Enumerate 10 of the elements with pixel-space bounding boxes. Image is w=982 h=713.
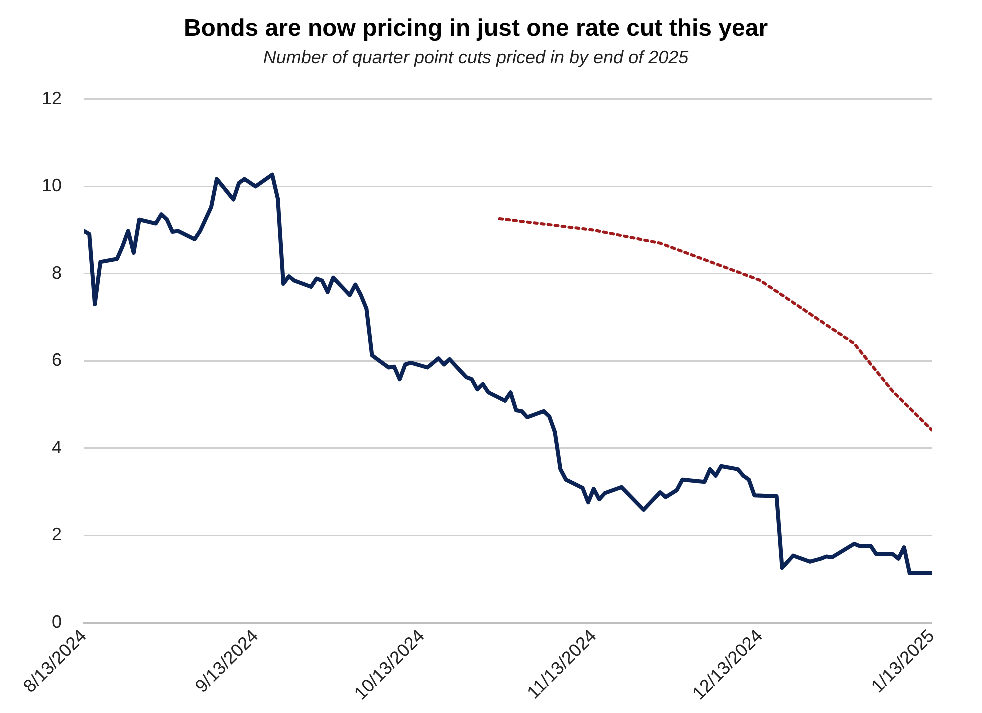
line-series (498, 217, 932, 432)
y-tick-label: 10 (42, 176, 62, 196)
chart-title: Bonds are now pricing in just one rate cut this year (184, 15, 768, 42)
y-tick-label: 4 (52, 437, 62, 458)
y-tick-label: 8 (52, 262, 62, 283)
y-tick-label: 0 (52, 612, 62, 632)
y-tick-label: 6 (52, 350, 62, 370)
chart-subtitle: Number of quarter point cuts priced in by end of 2025 (263, 48, 690, 68)
y-tick-label: 12 (42, 88, 62, 108)
y-tick-label: 2 (52, 524, 62, 545)
